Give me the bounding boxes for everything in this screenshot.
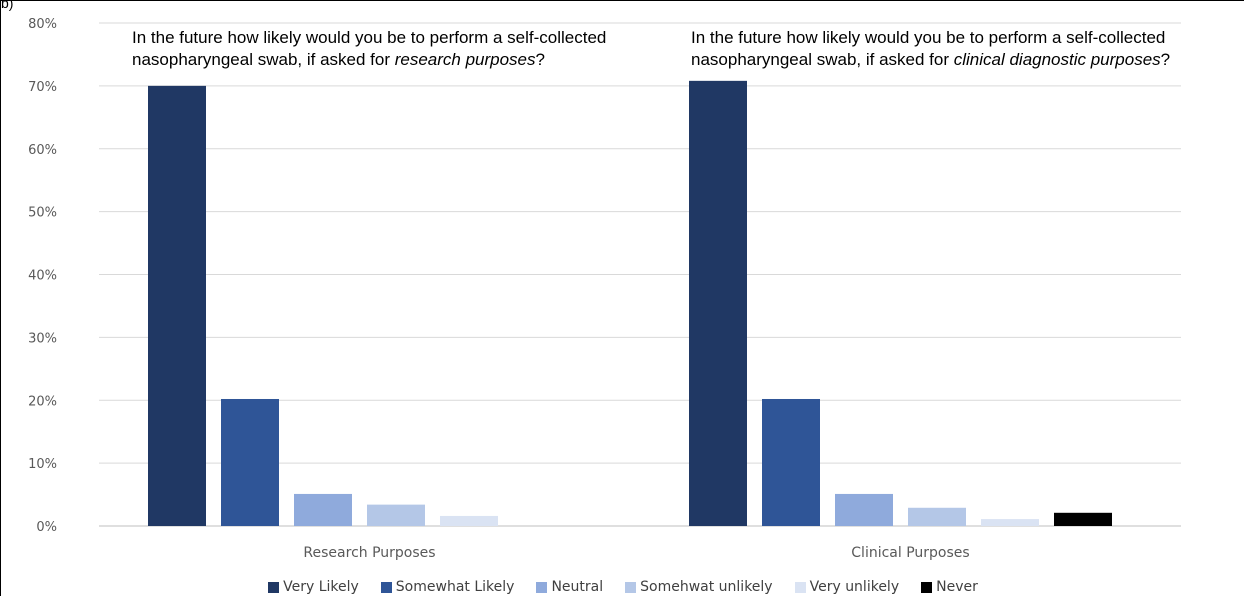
y-tick-label: 10% bbox=[28, 457, 57, 472]
legend-item: Very unlikely bbox=[794, 579, 900, 595]
legend-swatch bbox=[536, 581, 548, 593]
clinical-question-prefix: nasopharyngeal swab, if asked for bbox=[691, 50, 954, 69]
legend-item: Very Likely bbox=[268, 579, 359, 595]
clinical-question-line2: nasopharyngeal swab, if asked for clinic… bbox=[691, 49, 1170, 71]
research-question-emphasis: research purposes bbox=[394, 50, 536, 69]
legend: Very Likely Somewhat Likely Neutral Somehwa… bbox=[1, 577, 1244, 597]
bar-somewhat-likely bbox=[221, 398, 279, 526]
research-question-line2: nasopharyngeal swab, if asked for resear… bbox=[132, 49, 606, 71]
legend-label: Somewhat Likely bbox=[395, 579, 515, 595]
x-category-label: Research Purposes bbox=[303, 545, 435, 561]
bar-somehwat-unlikely bbox=[908, 507, 966, 526]
bar-very-unlikely bbox=[981, 519, 1039, 526]
research-question: In the future how likely would you be to… bbox=[132, 27, 606, 71]
y-tick-label: 50% bbox=[28, 206, 57, 221]
bar-neutral bbox=[294, 493, 352, 526]
research-question-prefix: nasopharyngeal swab, if asked for bbox=[132, 50, 395, 69]
x-category-label: Clinical Purposes bbox=[851, 545, 969, 561]
clinical-question-suffix: ? bbox=[1160, 50, 1171, 69]
y-tick-label: 20% bbox=[28, 394, 57, 409]
legend-item: Somehwat unlikely bbox=[625, 579, 773, 595]
bar-somewhat-likely bbox=[762, 398, 820, 526]
research-question-suffix: ? bbox=[535, 50, 545, 69]
legend-label: Very Likely bbox=[283, 579, 359, 595]
bar-very-likely bbox=[148, 85, 206, 526]
legend-item: Neutral bbox=[536, 579, 603, 595]
y-tick-label: 30% bbox=[28, 331, 57, 346]
bar-somehwat-unlikely bbox=[367, 504, 425, 526]
research-question-line1: In the future how likely would you be to… bbox=[132, 28, 607, 47]
legend-item: Never bbox=[921, 579, 978, 595]
legend-swatch bbox=[794, 581, 806, 593]
y-tick-label: 0% bbox=[36, 520, 57, 535]
bar-very-unlikely bbox=[440, 515, 498, 526]
clinical-question-emphasis: clinical diagnostic purposes bbox=[953, 50, 1161, 69]
bar-chart: 0% 10% 20% 30% 40% 50% 60% 70% 80% Research Purpo… bbox=[28, 17, 1181, 561]
y-tick-label: 70% bbox=[28, 80, 57, 95]
clinical-question: In the future how likely would you be to… bbox=[691, 27, 1170, 71]
legend-label: Neutral bbox=[551, 579, 604, 595]
y-tick-label: 80% bbox=[28, 17, 57, 32]
bar-never bbox=[1054, 512, 1112, 526]
legend-swatch bbox=[268, 581, 280, 593]
bar-very-likely bbox=[689, 80, 747, 526]
bar-neutral bbox=[835, 493, 893, 526]
legend-label: Never bbox=[936, 579, 978, 595]
legend-swatch bbox=[625, 581, 637, 593]
clinical-question-line1: In the future how likely would you be to… bbox=[691, 28, 1166, 47]
y-tick-label: 40% bbox=[28, 269, 57, 284]
panel-label: b) bbox=[1, 0, 14, 11]
legend-label: Very unlikely bbox=[809, 579, 900, 595]
legend-item: Somewhat Likely bbox=[380, 579, 515, 595]
y-tick-label: 60% bbox=[28, 143, 57, 158]
legend-label: Somehwat unlikely bbox=[640, 579, 773, 595]
legend-swatch bbox=[921, 581, 933, 593]
legend-swatch bbox=[380, 581, 392, 593]
